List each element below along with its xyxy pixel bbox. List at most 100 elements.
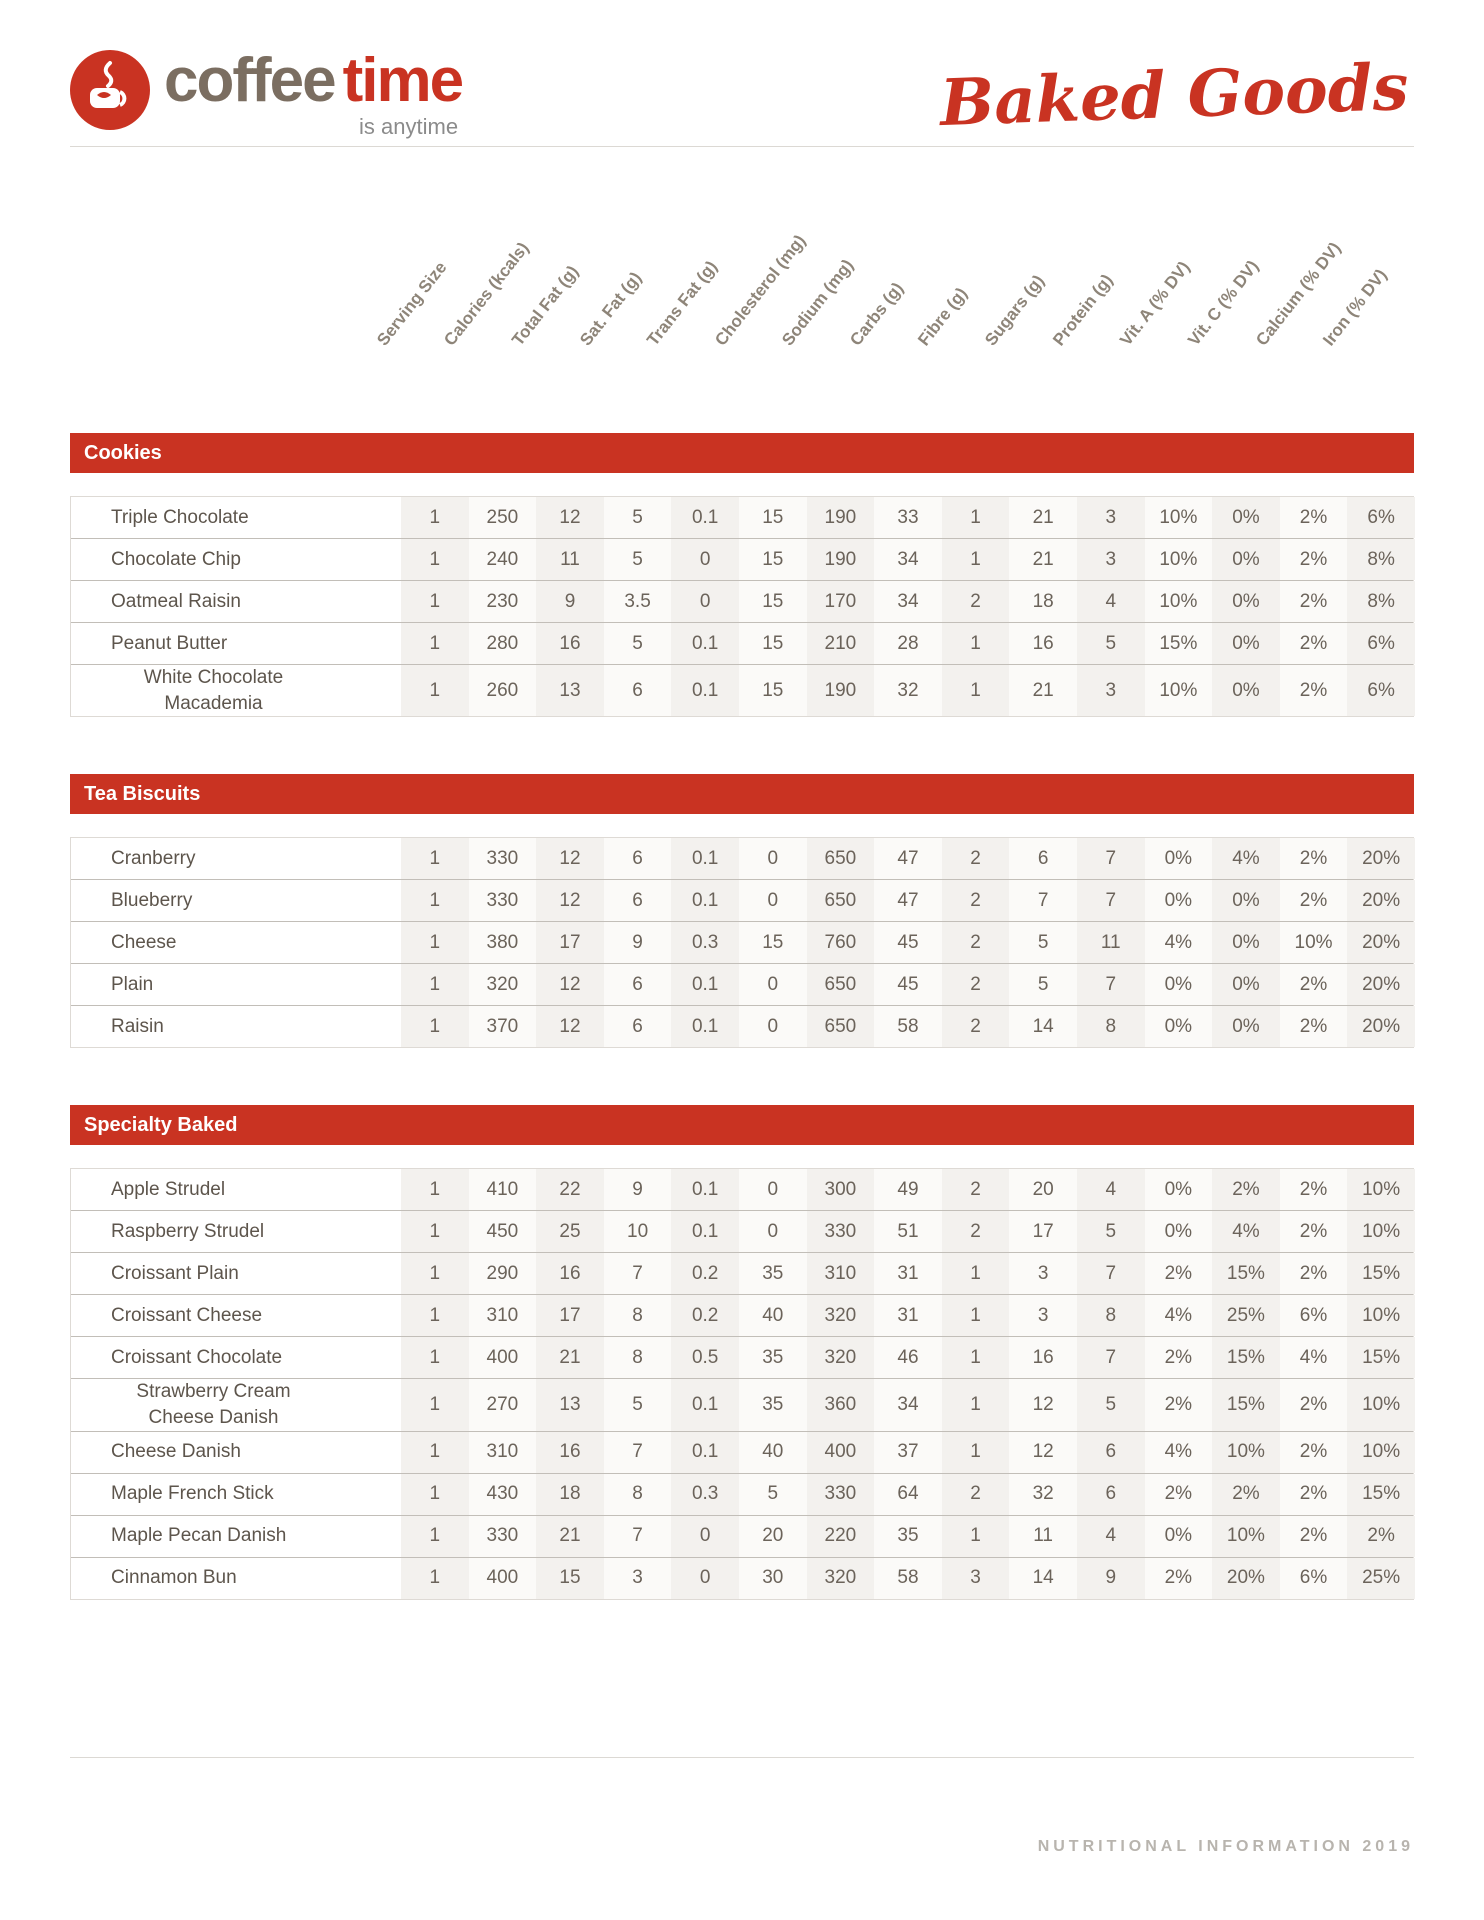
product-name-cell: Peanut Butter: [71, 623, 401, 664]
value-cell: 6: [603, 838, 672, 880]
value-cell: 47: [874, 880, 942, 922]
value-cell: 49: [874, 1169, 942, 1211]
brand-tagline: is anytime: [359, 114, 459, 139]
value-cell: 11: [1076, 922, 1145, 964]
value-cell: 330: [468, 880, 537, 922]
value-cell: 30: [738, 1557, 807, 1599]
table-row: Oatmeal Raisin 1 230 9 3.5 0 15 170 34 2 18 4 10% 0% 2…: [71, 581, 1415, 623]
value-cell: 10%: [1144, 539, 1213, 580]
value-cell: 6%: [1347, 497, 1415, 538]
value-cell: 0%: [1212, 964, 1280, 1006]
value-cell: 260: [468, 665, 537, 717]
value-cell: 400: [806, 1431, 875, 1473]
value-cell: 2%: [1279, 1515, 1348, 1557]
product-name-cell: Chocolate Chip: [71, 539, 401, 580]
value-cell: 1: [401, 623, 469, 664]
section-table: Apple Strudel 1 410 22 9 0.1 0 300 49 2 20 4 0% 2% 2% 1…: [70, 1168, 1415, 1600]
table-row: Croissant Chocolate 1 400 21 8 0.5 35 320 46 1 16 7…: [71, 1337, 1415, 1380]
value-cell: 6%: [1347, 665, 1415, 717]
value-cell: 1: [401, 1211, 469, 1253]
value-cell: 360: [806, 1379, 875, 1431]
value-cell: 0: [738, 1211, 807, 1253]
value-cell: 20%: [1212, 1557, 1280, 1599]
value-cell: 2: [941, 880, 1010, 922]
product-name-cell: Croissant Cheese: [71, 1295, 401, 1337]
value-cell: 35: [874, 1515, 942, 1557]
value-cell: 17: [1009, 1211, 1077, 1253]
value-cell: 5: [603, 1379, 672, 1431]
sections: Cookies Triple Chocolate 1 250 12 5 0.1 15 190 33…: [70, 433, 1415, 1600]
product-name-cell: Triple Chocolate: [71, 497, 401, 538]
value-cell: 5: [603, 539, 672, 580]
value-cell: 2: [941, 838, 1010, 880]
value-cell: 1: [401, 1473, 469, 1515]
value-cell: 1: [941, 1337, 1010, 1379]
value-cell: 1: [941, 1379, 1010, 1431]
value-cell: 35: [738, 1253, 807, 1295]
value-cell: 7: [1076, 880, 1145, 922]
value-cell: 34: [874, 1379, 942, 1431]
table-row: White Chocolate Macademia 1 260 13 6 0.1 15 190…: [71, 665, 1415, 717]
value-cell: 6: [603, 1006, 672, 1048]
value-cell: 15: [536, 1557, 604, 1599]
value-cell: 7: [1076, 1253, 1145, 1295]
column-header-label: Serving Size: [373, 258, 451, 350]
value-cell: 3: [1076, 665, 1145, 717]
value-cell: 0: [671, 539, 739, 580]
value-cell: 1: [401, 1295, 469, 1337]
value-cell: 13: [536, 1379, 604, 1431]
value-cell: 40: [738, 1295, 807, 1337]
brand-word-coffee: coffee: [164, 46, 337, 115]
value-cell: 0: [738, 880, 807, 922]
value-cell: 2%: [1212, 1169, 1280, 1211]
value-cell: 2%: [1279, 838, 1348, 880]
value-cell: 1: [401, 1431, 469, 1473]
value-cell: 16: [1009, 1337, 1077, 1379]
product-name-cell: Maple Pecan Danish: [71, 1515, 401, 1557]
value-cell: 2%: [1279, 1379, 1348, 1431]
value-cell: 0.1: [671, 964, 739, 1006]
table-row: Maple Pecan Danish 1 330 21 7 0 20 220 35 1 11 4 0% 1…: [71, 1515, 1415, 1558]
value-cell: 0%: [1212, 497, 1280, 538]
table-row: Blueberry 1 330 12 6 0.1 0 650 47 2 7 7 0% 0% 2% 20%: [71, 880, 1415, 923]
brand-logo: coffee time is anytime: [70, 50, 464, 140]
value-cell: 11: [1009, 1515, 1077, 1557]
value-cell: 8: [1076, 1295, 1145, 1337]
value-cell: 58: [874, 1006, 942, 1048]
value-cell: 3: [1076, 497, 1145, 538]
value-cell: 0%: [1144, 1169, 1213, 1211]
value-cell: 35: [738, 1379, 807, 1431]
value-cell: 430: [468, 1473, 537, 1515]
product-name: Strawberry Cream Cheese Danish: [136, 1381, 291, 1428]
value-cell: 210: [806, 623, 875, 664]
page-content: coffee time is anytime Baked Goods Servin…: [70, 0, 1415, 1600]
section-header: Tea Biscuits: [70, 774, 1414, 815]
value-cell: 320: [806, 1295, 875, 1337]
value-cell: 7: [1076, 964, 1145, 1006]
value-cell: 0.3: [671, 922, 739, 964]
product-name: Plain: [111, 973, 154, 995]
footer-text: NUTRITIONAL INFORMATION 2019: [1037, 1838, 1414, 1855]
value-cell: 6: [603, 880, 672, 922]
product-name: Maple French Stick: [111, 1483, 274, 1505]
value-cell: 190: [806, 497, 875, 538]
value-cell: 300: [806, 1169, 875, 1211]
value-cell: 8%: [1347, 539, 1415, 580]
product-name-cell: Cheese: [71, 922, 401, 964]
table-row: Apple Strudel 1 410 22 9 0.1 0 300 49 2 20 4 0% 2% 2% 1…: [71, 1169, 1415, 1212]
value-cell: 12: [536, 838, 604, 880]
value-cell: 16: [536, 1253, 604, 1295]
value-cell: 190: [806, 665, 875, 717]
value-cell: 2: [941, 964, 1010, 1006]
value-cell: 17: [536, 1295, 604, 1337]
value-cell: 12: [536, 964, 604, 1006]
value-cell: 4: [1076, 1515, 1145, 1557]
value-cell: 10%: [1347, 1379, 1415, 1431]
value-cell: 3: [1009, 1295, 1077, 1337]
value-cell: 64: [874, 1473, 942, 1515]
table-row: Cheese Danish 1 310 16 7 0.1 40 400 37 1 12 6 4% 10% 2…: [71, 1431, 1415, 1474]
value-cell: 450: [468, 1211, 537, 1253]
value-cell: 20%: [1347, 838, 1415, 880]
value-cell: 4%: [1212, 1211, 1280, 1253]
value-cell: 1: [941, 665, 1010, 717]
